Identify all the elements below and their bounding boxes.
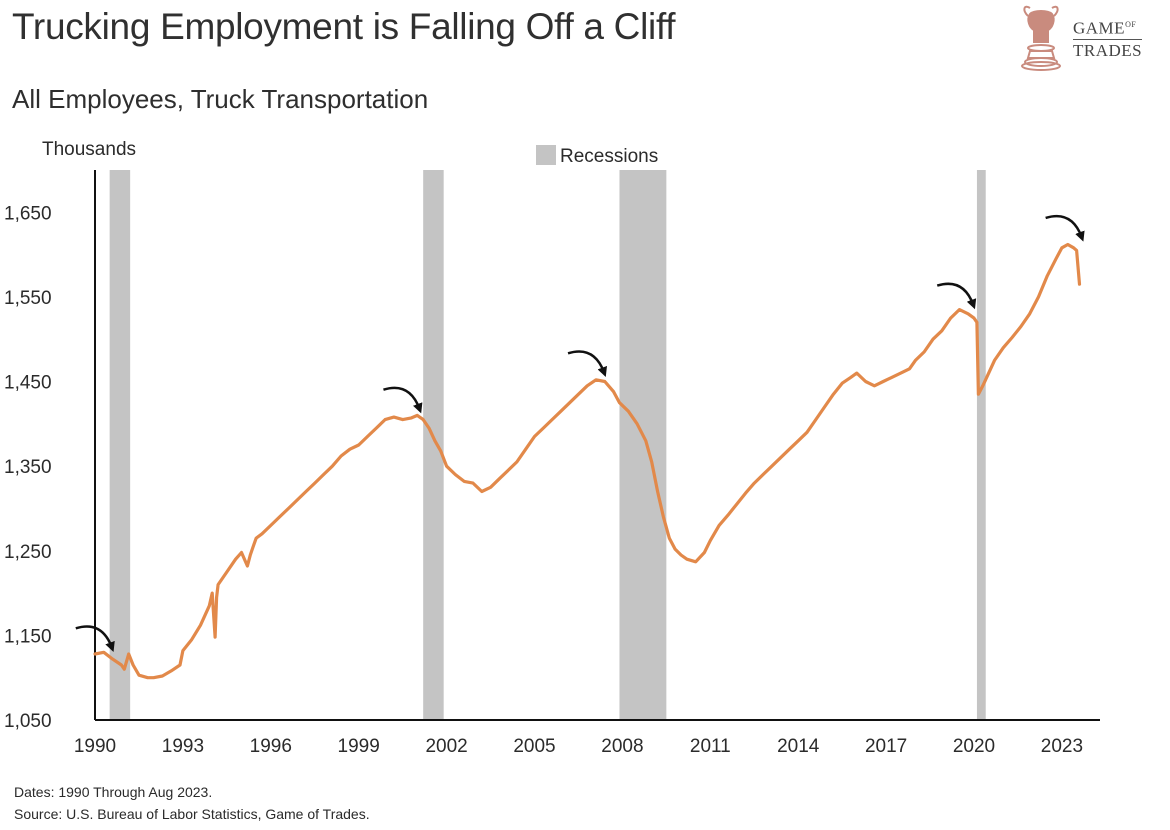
recession-band bbox=[109, 170, 131, 720]
peak-arrow bbox=[936, 282, 977, 310]
x-tick-label: 2023 bbox=[1041, 736, 1083, 757]
y-tick-label: 1,550 bbox=[4, 288, 52, 309]
peak-arrow bbox=[383, 386, 423, 414]
footer-dates: Dates: 1990 Through Aug 2023. bbox=[14, 784, 213, 800]
recession-band bbox=[619, 170, 667, 720]
x-tick-label: 1993 bbox=[162, 736, 204, 757]
y-tick-label: 1,650 bbox=[4, 203, 52, 224]
peak-arrow bbox=[1045, 214, 1085, 242]
line-chart: Thousands Recessions 1,050 1,150 1,250 1,35… bbox=[4, 139, 1100, 757]
peak-arrow bbox=[567, 350, 607, 377]
x-tick-label: 2008 bbox=[601, 736, 643, 757]
recession-band bbox=[423, 170, 444, 720]
x-tick-label: 1999 bbox=[338, 736, 380, 757]
brand-logo: GAMEOF TRADES bbox=[1018, 2, 1168, 74]
bull-chess-knight-icon bbox=[1021, 5, 1061, 71]
y-tick-label: 1,350 bbox=[4, 457, 52, 478]
chart-subtitle: All Employees, Truck Transportation bbox=[12, 84, 429, 114]
y-tick-label: 1,250 bbox=[4, 542, 52, 563]
legend-swatch bbox=[536, 145, 556, 165]
logo-wordmark: GAMEOF TRADES bbox=[1073, 18, 1143, 60]
x-tick-label: 2017 bbox=[865, 736, 907, 757]
series-line bbox=[93, 242, 1082, 680]
legend-label: Recessions bbox=[560, 146, 658, 167]
recession-band bbox=[976, 170, 986, 720]
x-tick-label: 2014 bbox=[777, 736, 820, 757]
footer-source: Source: U.S. Bureau of Labor Statistics,… bbox=[14, 806, 370, 822]
x-tick-label: 1990 bbox=[74, 736, 116, 757]
y-tick-label: 1,150 bbox=[4, 626, 52, 647]
x-tick-label: 2005 bbox=[513, 736, 555, 757]
y-tick-label: 1,050 bbox=[4, 711, 52, 732]
peak-arrow bbox=[75, 625, 115, 652]
y-axis-label: Thousands bbox=[42, 139, 136, 160]
chart-title: Trucking Employment is Falling Off a Cli… bbox=[12, 6, 676, 47]
x-tick-label: 2002 bbox=[425, 736, 467, 757]
y-tick-label: 1,450 bbox=[4, 373, 52, 394]
x-tick-label: 2020 bbox=[953, 736, 995, 757]
x-tick-label: 1996 bbox=[250, 736, 292, 757]
x-tick-label: 2011 bbox=[690, 736, 731, 757]
